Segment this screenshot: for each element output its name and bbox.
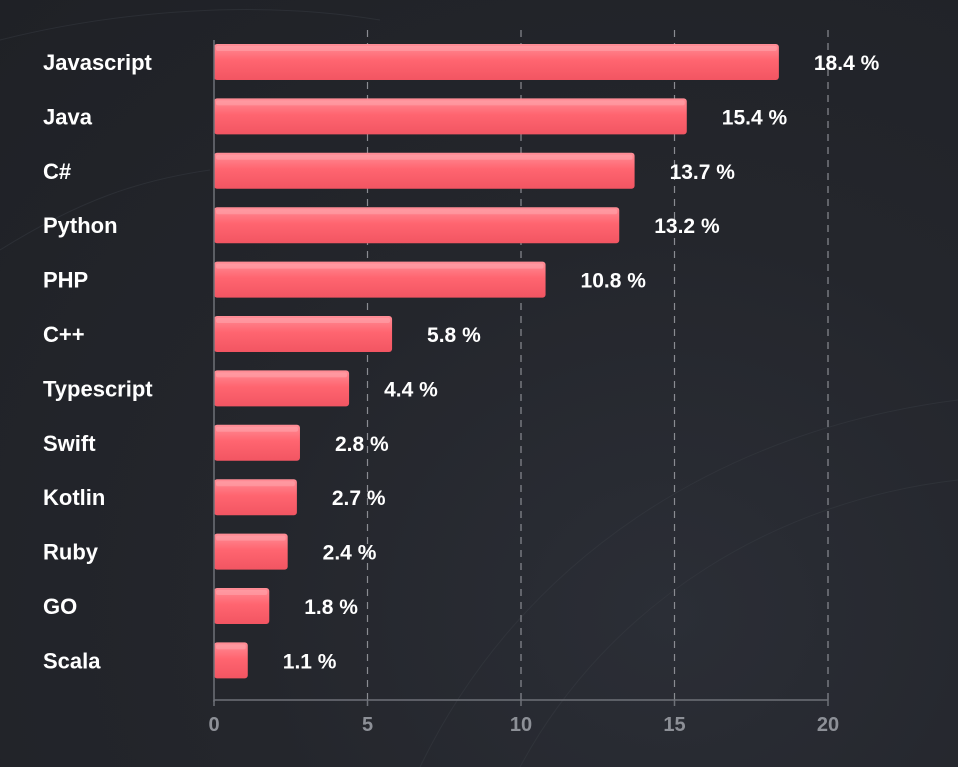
category-label-javascript: Javascript bbox=[43, 50, 153, 75]
category-label-php: PHP bbox=[43, 268, 88, 293]
bar-typescript bbox=[214, 370, 350, 407]
category-label-java: Java bbox=[43, 104, 93, 129]
bar-highlight bbox=[216, 46, 777, 51]
category-label-ruby: Ruby bbox=[43, 540, 99, 565]
bar-kotlin bbox=[214, 479, 297, 516]
bar-highlight bbox=[216, 372, 348, 378]
value-label-kotlin: 2.7 % bbox=[332, 487, 386, 510]
bar-swift bbox=[214, 424, 300, 461]
category-label-kotlin: Kotlin bbox=[43, 485, 105, 510]
bar-highlight bbox=[216, 154, 633, 160]
value-label-java: 15.4 % bbox=[722, 106, 788, 129]
bar-python bbox=[214, 207, 620, 244]
bar-c bbox=[214, 316, 393, 352]
value-label-typescript: 4.4 % bbox=[384, 378, 438, 401]
category-label-typescript: Typescript bbox=[43, 376, 153, 401]
value-labels: 18.4 % 15.4 % 13.7 % 13.2 % 10.8 % 5.8 % 4.4 %… bbox=[283, 52, 880, 673]
x-tick-label: 0 bbox=[208, 714, 219, 736]
bar-scala bbox=[214, 642, 248, 679]
bar-go bbox=[214, 588, 270, 624]
category-label-c: C# bbox=[43, 159, 71, 184]
x-tick-label: 20 bbox=[817, 714, 839, 736]
bar-ruby bbox=[214, 533, 288, 570]
bar-highlight bbox=[216, 644, 246, 650]
bar-highlight bbox=[216, 426, 298, 432]
category-label-swift: Swift bbox=[43, 431, 96, 456]
bars bbox=[214, 44, 779, 679]
value-label-scala: 1.1 % bbox=[283, 650, 337, 673]
bar-highlight bbox=[216, 318, 391, 323]
value-label-python: 13.2 % bbox=[654, 215, 720, 238]
value-label-javascript: 18.4 % bbox=[814, 52, 880, 75]
bar-highlight bbox=[216, 481, 295, 487]
value-label-swift: 2.8 % bbox=[335, 433, 389, 456]
category-label-python: Python bbox=[43, 213, 118, 238]
x-tick-label: 15 bbox=[663, 714, 685, 736]
category-labels: Javascript Java C# Python PHP C++ Typescript Sw… bbox=[43, 50, 153, 673]
x-tick-label: 5 bbox=[362, 714, 373, 736]
value-label-ruby: 2.4 % bbox=[323, 542, 377, 565]
bar-c bbox=[214, 152, 635, 189]
bar-highlight bbox=[216, 100, 685, 106]
background-decoration bbox=[0, 9, 958, 767]
bar-php bbox=[214, 261, 546, 298]
bar-highlight bbox=[216, 590, 268, 595]
bar-highlight bbox=[216, 535, 286, 541]
bar-highlight bbox=[216, 209, 618, 215]
category-label-go: GO bbox=[43, 594, 77, 619]
bar-highlight bbox=[216, 263, 544, 269]
bar-java bbox=[214, 98, 687, 135]
value-label-php: 10.8 % bbox=[581, 270, 647, 293]
x-tick-label: 10 bbox=[510, 714, 532, 736]
value-label-c: 13.7 % bbox=[670, 161, 736, 184]
value-label-c: 5.8 % bbox=[427, 324, 481, 347]
category-label-scala: Scala bbox=[43, 648, 101, 673]
x-axis: 0 5 10 15 20 bbox=[208, 40, 839, 736]
value-label-go: 1.8 % bbox=[304, 596, 358, 619]
category-label-c: C++ bbox=[43, 322, 85, 347]
bar-javascript bbox=[214, 44, 779, 80]
